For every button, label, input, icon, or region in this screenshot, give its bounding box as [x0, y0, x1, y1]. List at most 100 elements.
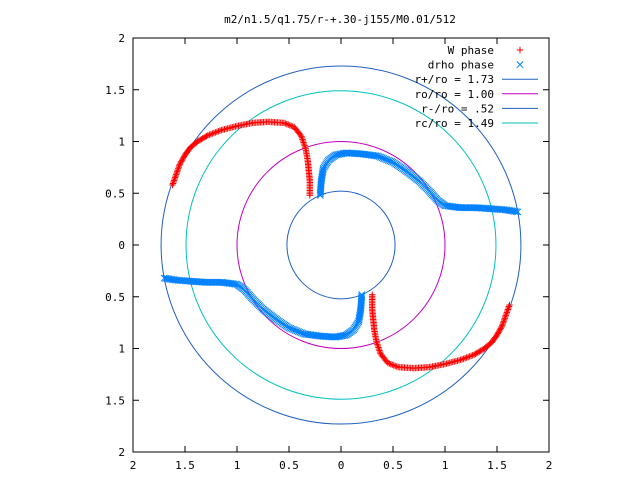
- data-point: [376, 347, 383, 354]
- data-point: [175, 165, 182, 172]
- data-point: [171, 174, 179, 181]
- data-point: [212, 129, 219, 136]
- data-point: [169, 180, 177, 187]
- data-point: [179, 155, 186, 163]
- data-points: [160, 118, 522, 372]
- x-tick-label: 0.5: [383, 459, 403, 472]
- radius-circle: [236, 141, 446, 349]
- data-point: [472, 350, 479, 358]
- data-point: [298, 133, 305, 140]
- data-point: [378, 351, 385, 359]
- data-point: [180, 154, 187, 161]
- data-point: [461, 354, 469, 362]
- data-point: [460, 355, 467, 362]
- data-point: [466, 353, 473, 360]
- x-tick-label: 1: [234, 459, 241, 472]
- data-point: [496, 326, 504, 333]
- data-point: [301, 143, 309, 151]
- data-point: [169, 181, 176, 189]
- data-point: [283, 120, 290, 128]
- data-point: [160, 274, 168, 282]
- data-point: [395, 363, 402, 371]
- data-point: [506, 301, 513, 309]
- data-point: [495, 329, 502, 336]
- radius-circle: [286, 190, 396, 300]
- legend-label: r+/ro = 1.73: [415, 73, 494, 86]
- x-tick-label: 0.5: [279, 459, 299, 472]
- data-point: [464, 353, 472, 361]
- data-point: [504, 306, 512, 313]
- data-point: [209, 130, 216, 137]
- data-point: [502, 313, 509, 321]
- x-tick-label: 0: [338, 459, 345, 472]
- data-point: [210, 129, 218, 137]
- data-point: [216, 127, 224, 134]
- radius-circle: [160, 65, 522, 425]
- data-point: [497, 325, 504, 332]
- data-point: [499, 322, 506, 329]
- data-point: [505, 303, 513, 310]
- data-point: [389, 361, 396, 368]
- data-point: [288, 122, 295, 130]
- data-point: [162, 274, 170, 282]
- y-tick-label: 1.5: [105, 394, 125, 407]
- data-point: [463, 354, 470, 361]
- data-point: [206, 131, 213, 138]
- data-point: [280, 119, 287, 127]
- data-point: [375, 344, 382, 351]
- data-point: [390, 362, 397, 369]
- reference-circles: [160, 65, 522, 425]
- data-point: [393, 363, 400, 370]
- data-point: [503, 309, 511, 316]
- data-point: [176, 162, 183, 169]
- data-point: [496, 327, 503, 335]
- data-point: [215, 128, 222, 135]
- data-point: [376, 348, 384, 356]
- data-point: [306, 192, 313, 199]
- x-tick-label: 2: [546, 459, 553, 472]
- data-point: [207, 130, 215, 138]
- data-point: [213, 128, 221, 136]
- data-point: [503, 310, 510, 318]
- data-point: [171, 175, 178, 183]
- data-point: [204, 132, 212, 139]
- data-point: [174, 168, 181, 175]
- data-point: [502, 312, 510, 319]
- data-point: [301, 142, 308, 149]
- legend-swatch: [516, 46, 524, 54]
- data-point: [501, 315, 508, 322]
- legend-label: ro/ro = 1.00: [415, 88, 494, 101]
- data-point: [297, 131, 304, 139]
- data-point: [392, 362, 399, 370]
- y-tick-label: 1: [118, 136, 125, 149]
- x-tick-label: 1.5: [487, 459, 507, 472]
- data-point: [178, 157, 186, 164]
- y-tick-label: 2: [118, 32, 125, 45]
- data-point: [203, 132, 210, 140]
- data-point: [375, 345, 383, 353]
- data-point: [500, 318, 507, 325]
- y-tick-label: 2: [118, 446, 125, 459]
- axis-ticks: 2 1.5 1 0.5 0 0.5 1 1.5 221.510.500.511.52: [105, 32, 552, 472]
- data-point: [178, 158, 185, 165]
- data-point: [286, 122, 293, 129]
- data-point: [458, 356, 466, 363]
- legend-label: drho phase: [428, 59, 494, 72]
- chart-title: m2/n1.5/q1.75/r-+.30-j155/M0.01/512: [224, 13, 456, 26]
- data-point: [501, 316, 508, 324]
- data-point: [498, 323, 505, 331]
- data-point: [373, 339, 381, 347]
- data-point: [512, 208, 520, 216]
- data-point: [499, 321, 506, 328]
- data-point: [387, 360, 394, 368]
- x-tick-label: 2: [130, 459, 137, 472]
- x-tick-label: 1: [442, 459, 449, 472]
- data-point: [172, 171, 180, 178]
- data-point: [299, 136, 306, 143]
- radius-circle: [185, 90, 497, 400]
- y-tick-label: 1.5: [105, 84, 125, 97]
- data-point: [173, 169, 180, 177]
- data-point: [505, 304, 512, 312]
